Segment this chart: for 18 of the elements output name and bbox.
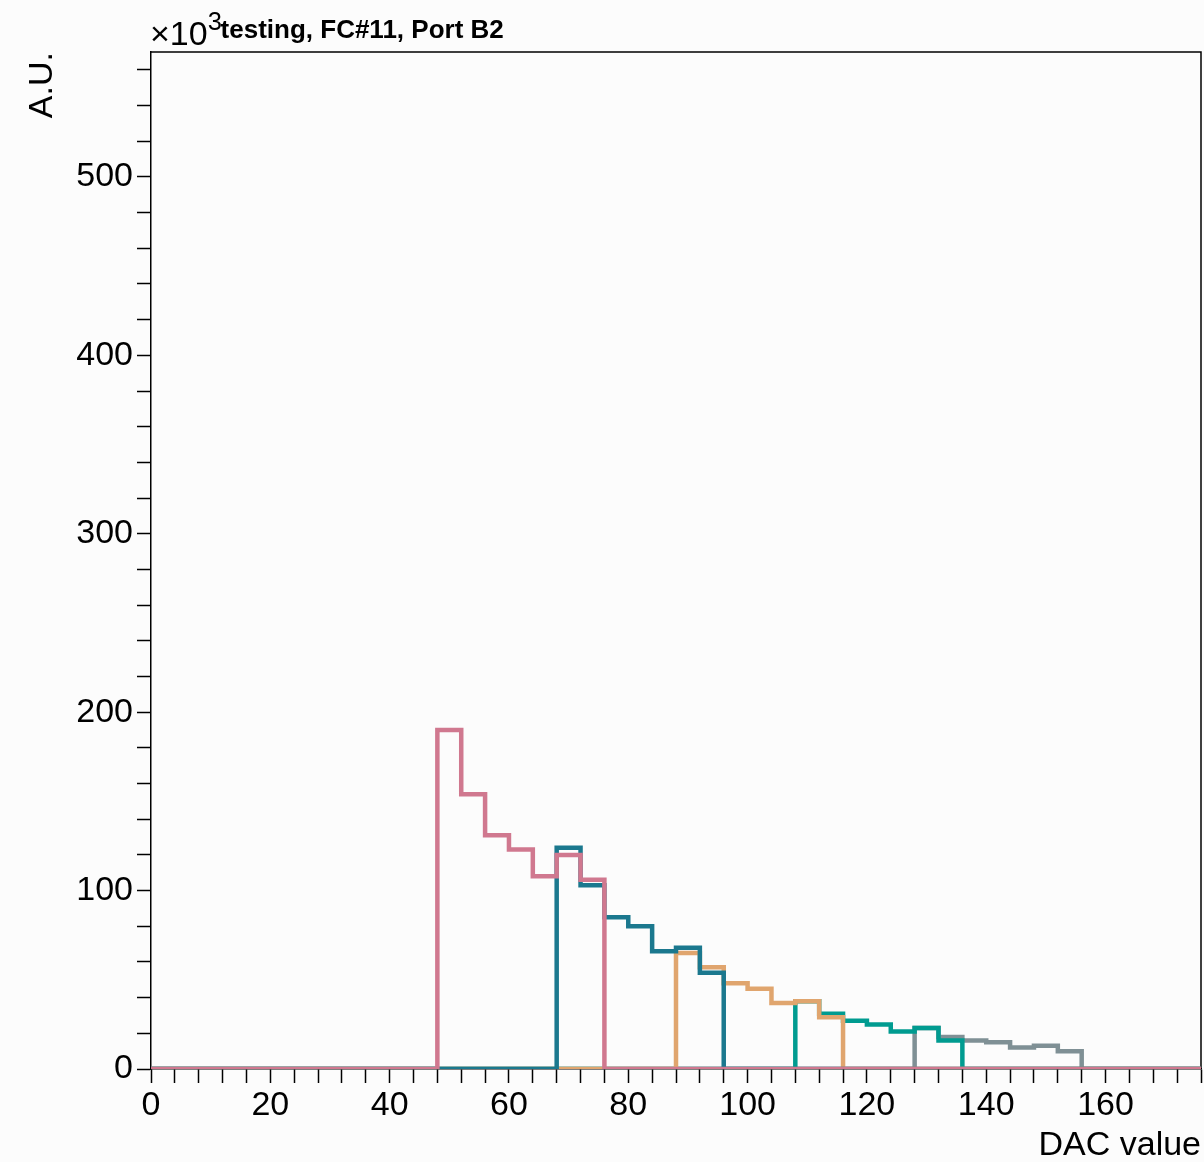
y-tick-label: 500: [76, 155, 133, 194]
x-tick-label: 60: [490, 1083, 528, 1122]
x-tick-label: 120: [838, 1083, 896, 1122]
x-tick-label: 0: [141, 1083, 161, 1122]
chart-title: testing, FC#11, Port B2: [220, 14, 504, 44]
x-tick-label: 140: [957, 1083, 1015, 1122]
y-axis-title: A.U.: [21, 52, 59, 119]
y-tick-label: 100: [76, 868, 133, 907]
x-tick-label: 80: [609, 1083, 648, 1122]
y-tick-label: 300: [76, 512, 133, 551]
y-tick-label: 200: [76, 690, 133, 729]
y-tick-label: 400: [76, 333, 133, 372]
x-tick-label: 40: [370, 1083, 409, 1122]
y-tick-label: 0: [114, 1047, 133, 1086]
x-axis-title: DAC value: [1038, 1124, 1201, 1162]
x-tick-label: 160: [1077, 1083, 1134, 1122]
x-tick-label: 100: [719, 1083, 776, 1122]
x-tick-label: 20: [251, 1083, 290, 1122]
